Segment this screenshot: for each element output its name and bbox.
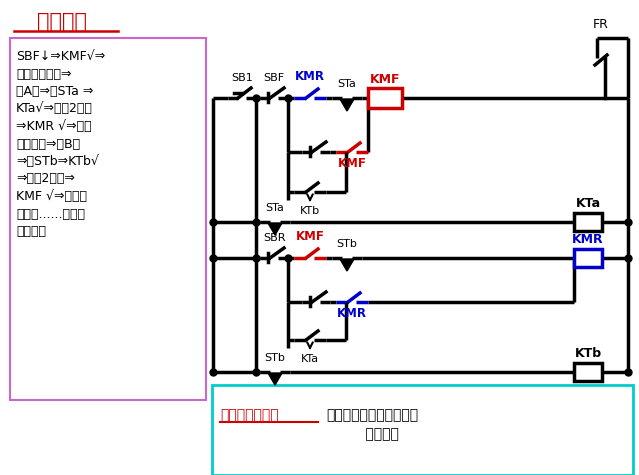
- Text: KMF: KMF: [296, 230, 325, 243]
- Bar: [574, 249, 602, 267]
- Text: STb: STb: [337, 239, 357, 249]
- Text: KMF: KMF: [337, 157, 366, 170]
- Text: STa: STa: [337, 79, 357, 89]
- Text: SB1: SB1: [231, 73, 253, 83]
- Text: 该电路的问题：: 该电路的问题：: [220, 408, 279, 422]
- Text: KMR: KMR: [337, 307, 367, 320]
- Text: 小车在两极端位置时，不
         能停车。: 小车在两极端位置时，不 能停车。: [326, 408, 418, 441]
- Bar: [368, 88, 402, 108]
- Text: KTb: KTb: [574, 347, 601, 360]
- Text: 动作过程: 动作过程: [37, 12, 87, 32]
- Text: SBR: SBR: [263, 233, 285, 243]
- Text: KTb: KTb: [300, 206, 320, 216]
- Polygon shape: [340, 259, 354, 271]
- Text: STb: STb: [265, 353, 286, 363]
- Polygon shape: [340, 99, 354, 111]
- Text: KMR: KMR: [295, 70, 325, 83]
- Bar: [574, 363, 602, 381]
- Text: FR: FR: [593, 18, 609, 31]
- Bar: [10, 38, 206, 400]
- Bar: [574, 213, 602, 231]
- Bar: [212, 385, 633, 475]
- Polygon shape: [268, 223, 282, 235]
- Text: STa: STa: [266, 203, 284, 213]
- Text: KMF: KMF: [370, 73, 400, 86]
- Text: SBF: SBF: [263, 73, 284, 83]
- Polygon shape: [268, 373, 282, 385]
- Text: SBF↓⇒KMF√⇒
小车正向运行⇒
至A端⇒撞STa ⇒
KTa√⇒延时2分钟
⇒KMR √⇒小车
反向运行⇒至B端
⇒撞STb⇒KTb√
⇒延时2分钟⇒
K: SBF↓⇒KMF√⇒ 小车正向运行⇒ 至A端⇒撞STa ⇒ KTa√⇒延时2分钟…: [16, 50, 105, 238]
- Text: KTa: KTa: [576, 197, 601, 210]
- Text: KTa: KTa: [301, 354, 319, 364]
- Text: KMR: KMR: [572, 233, 604, 246]
